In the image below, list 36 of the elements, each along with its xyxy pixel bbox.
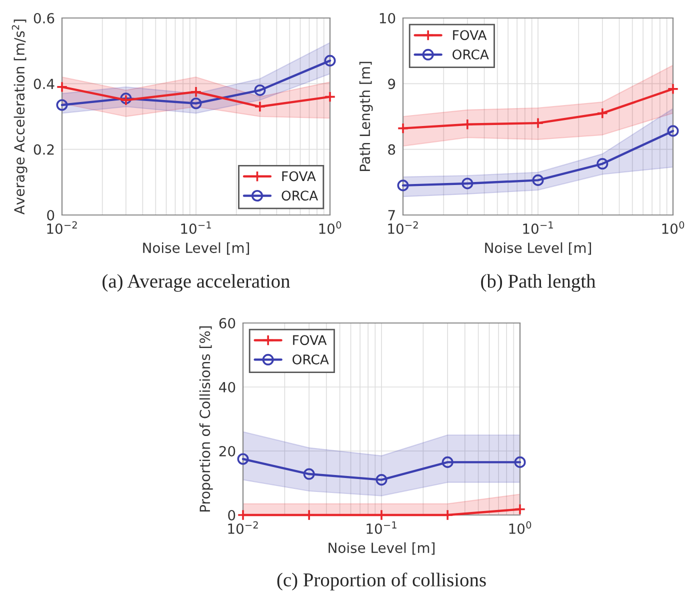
legend-label: FOVA [453,30,487,40]
y-tick-label: 40 [219,382,236,392]
y-tick-label: 0.4 [34,78,54,90]
x-tick-label: 10$^{−2}$ [47,221,77,234]
y-axis-title: Proportion of Collisions [%] [199,326,213,512]
y-tick-label: 9 [388,78,396,90]
legend-label: FOVA [293,335,327,346]
x-tick-label: 10$^{0}$ [662,221,684,234]
y-tick-label: 0.6 [34,12,54,24]
legend-label: ORCA [282,190,318,201]
x-tick-label: 10$^{−1}$ [366,521,396,534]
legend-label: ORCA [292,354,329,364]
x-axis-title: Noise Level [m] [485,242,591,255]
y-axis-title: Path Length [m] [359,62,373,171]
y-tick-label: 0 [228,510,236,520]
y-tick-label: 60 [219,318,236,328]
x-tick-label: 10$^{−1}$ [523,221,553,234]
x-tick-label: 10$^{−2}$ [388,221,418,234]
x-tick-label: 10$^{−2}$ [228,521,258,534]
y-tick-label: 0 [47,210,54,220]
x-axis-title: Noise Level [m] [143,242,249,255]
x-tick-label: 10$^{−1}$ [181,221,211,234]
x-tick-label: 10$^{0}$ [319,221,342,234]
y-tick-label: 7 [388,210,395,220]
y-tick-label: 8 [388,144,396,155]
y-axis-title: Average Acceleration [m/s$^{2}$] [12,20,28,215]
y-tick-label: 20 [219,446,236,456]
legend-label: FOVA [282,171,316,182]
text: (b) Path length [481,274,596,292]
legend-label: ORCA [452,49,489,60]
text: (c) Proportion of collisions [277,572,486,590]
x-axis-title: Noise Level [m] [328,542,434,555]
text: (a) Average acceleration [102,274,290,292]
y-tick-label: 0.2 [34,144,54,155]
y-tick-label: 10 [380,12,396,24]
x-tick-label: 10$^{0}$ [509,521,532,534]
